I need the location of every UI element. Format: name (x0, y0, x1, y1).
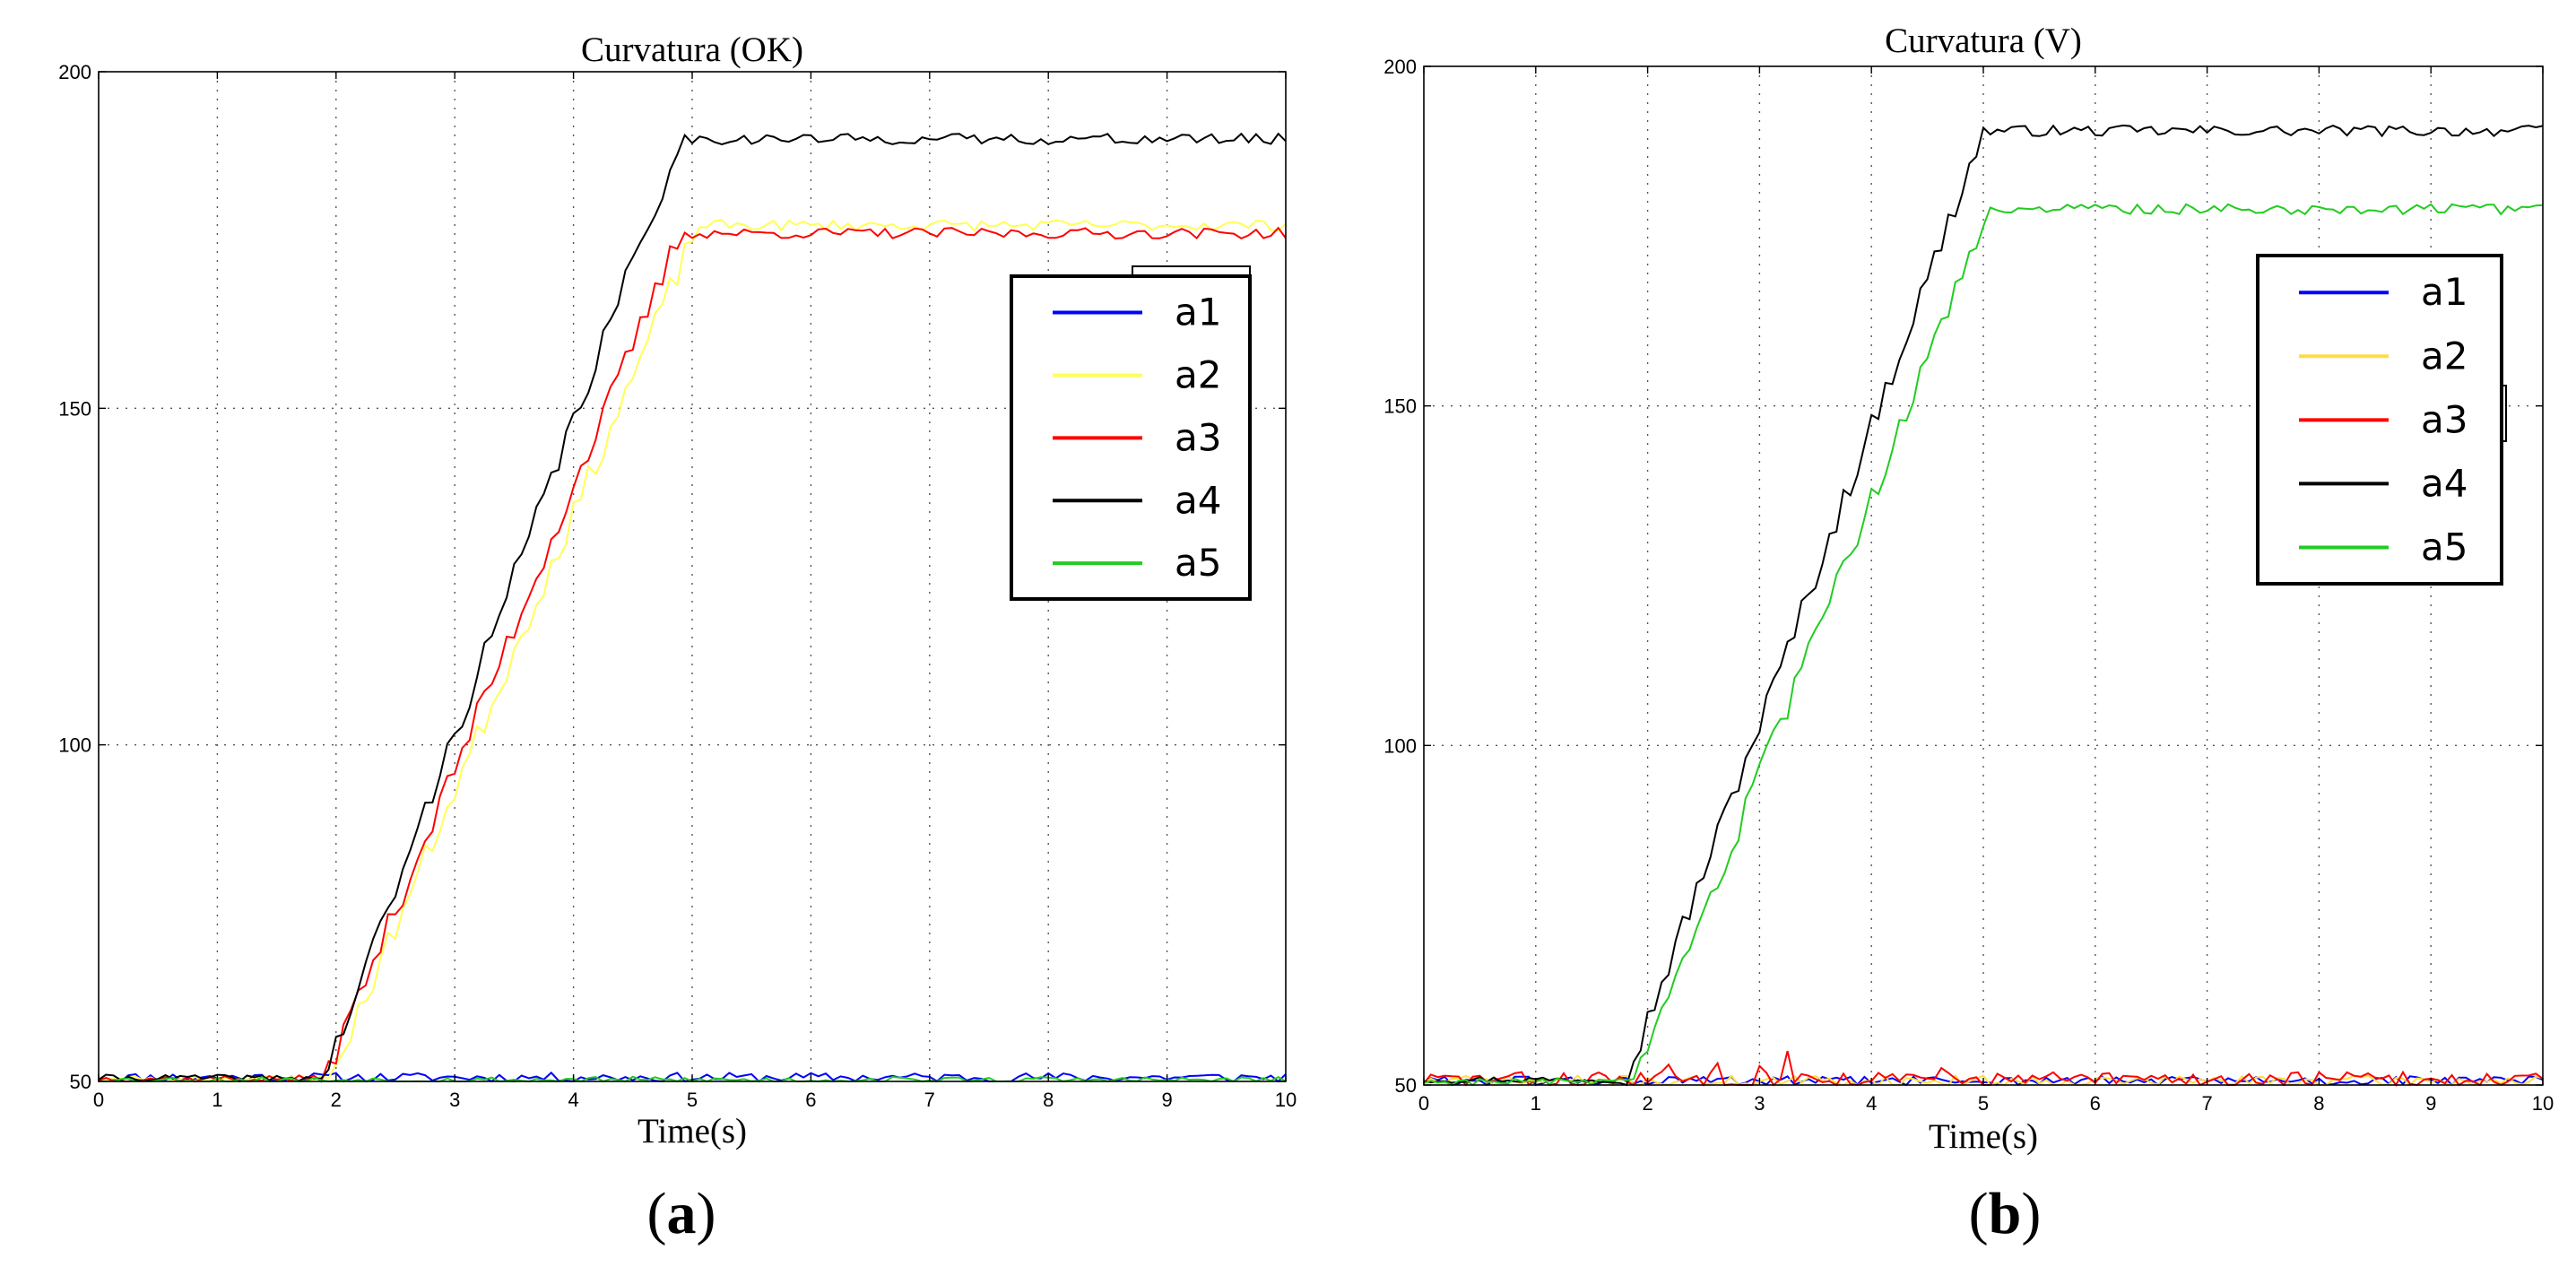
x-tick-label: 0 (1418, 1092, 1429, 1115)
legend-label-a4: a4 (2421, 461, 2468, 505)
x-axis-label: Time(s) (637, 1112, 747, 1150)
x-tick-label: 6 (2090, 1092, 2101, 1115)
x-tick-label: 6 (805, 1089, 816, 1111)
y-tick-label: 200 (1383, 56, 1417, 78)
x-tick-label: 4 (1866, 1092, 1877, 1115)
x-tick-label: 1 (212, 1089, 222, 1111)
x-tick-label: 5 (687, 1089, 698, 1111)
x-tick-label: 8 (2313, 1092, 2324, 1115)
legend-label-a2: a2 (2421, 334, 2468, 378)
y-tick-label: 200 (58, 61, 91, 83)
legend-label-a3: a3 (2421, 397, 2468, 441)
x-tick-label: 7 (2201, 1092, 2212, 1115)
x-tick-label: 7 (924, 1089, 935, 1111)
legend-label-a1: a1 (2421, 270, 2468, 314)
chart-panel-b: 0 1 2 3 4 5 6 7 8 9 10 50 100 150 200 Curvatura (V) Time… (1383, 22, 2554, 1246)
series-line-a3 (98, 226, 1287, 1083)
x-tick-label: 1 (1531, 1092, 1541, 1115)
chart-title: Curvatura (V) (1885, 22, 2082, 60)
x-tick-label: 3 (449, 1089, 460, 1111)
legend-label-a5: a5 (2421, 525, 2468, 569)
y-tick-label: 100 (58, 734, 91, 757)
legend-label-a3: a3 (1175, 415, 1221, 459)
y-tick-label: 50 (1395, 1074, 1417, 1097)
x-tick-label: 10 (1275, 1089, 1297, 1111)
legend-label-a5: a5 (1175, 541, 1221, 585)
y-tick-label: 100 (1383, 734, 1417, 757)
x-tick-label: 9 (2425, 1092, 2436, 1115)
legend-label-a2: a2 (1175, 352, 1221, 396)
x-tick-label: 5 (1978, 1092, 1989, 1115)
x-tick-label: 3 (1754, 1092, 1765, 1115)
x-tick-label: 9 (1161, 1089, 1172, 1111)
panel-label: (a) (647, 1181, 716, 1246)
series-line-a4 (1423, 124, 2544, 1087)
y-tick-label: 150 (1383, 395, 1417, 418)
legend-label-a4: a4 (1175, 478, 1221, 522)
x-tick-label: 4 (568, 1089, 578, 1111)
y-tick-label: 50 (70, 1071, 91, 1093)
legend: a1 a2 a3 a4 a5 (1010, 265, 1252, 601)
x-axis-label: Time(s) (1929, 1117, 2038, 1156)
series-line-a5 (1423, 203, 2544, 1087)
x-tick-label: 2 (331, 1089, 342, 1111)
legend-label-a1: a1 (1175, 291, 1221, 334)
x-tick-label: 8 (1043, 1089, 1054, 1111)
x-tick-label: 0 (93, 1089, 104, 1111)
x-tick-label: 10 (2532, 1092, 2554, 1115)
legend: a1 a2 a3 a4 a5 (2256, 254, 2507, 586)
panel-label: (b) (1969, 1181, 2042, 1246)
chart-panel-a: 0 1 2 3 4 5 6 7 8 9 10 50 100 150 200 Curvatura (OK) Tim… (58, 30, 1297, 1246)
y-tick-label: 150 (58, 397, 91, 420)
x-tick-label: 2 (1642, 1092, 1652, 1115)
chart-title: Curvatura (OK) (581, 30, 803, 69)
